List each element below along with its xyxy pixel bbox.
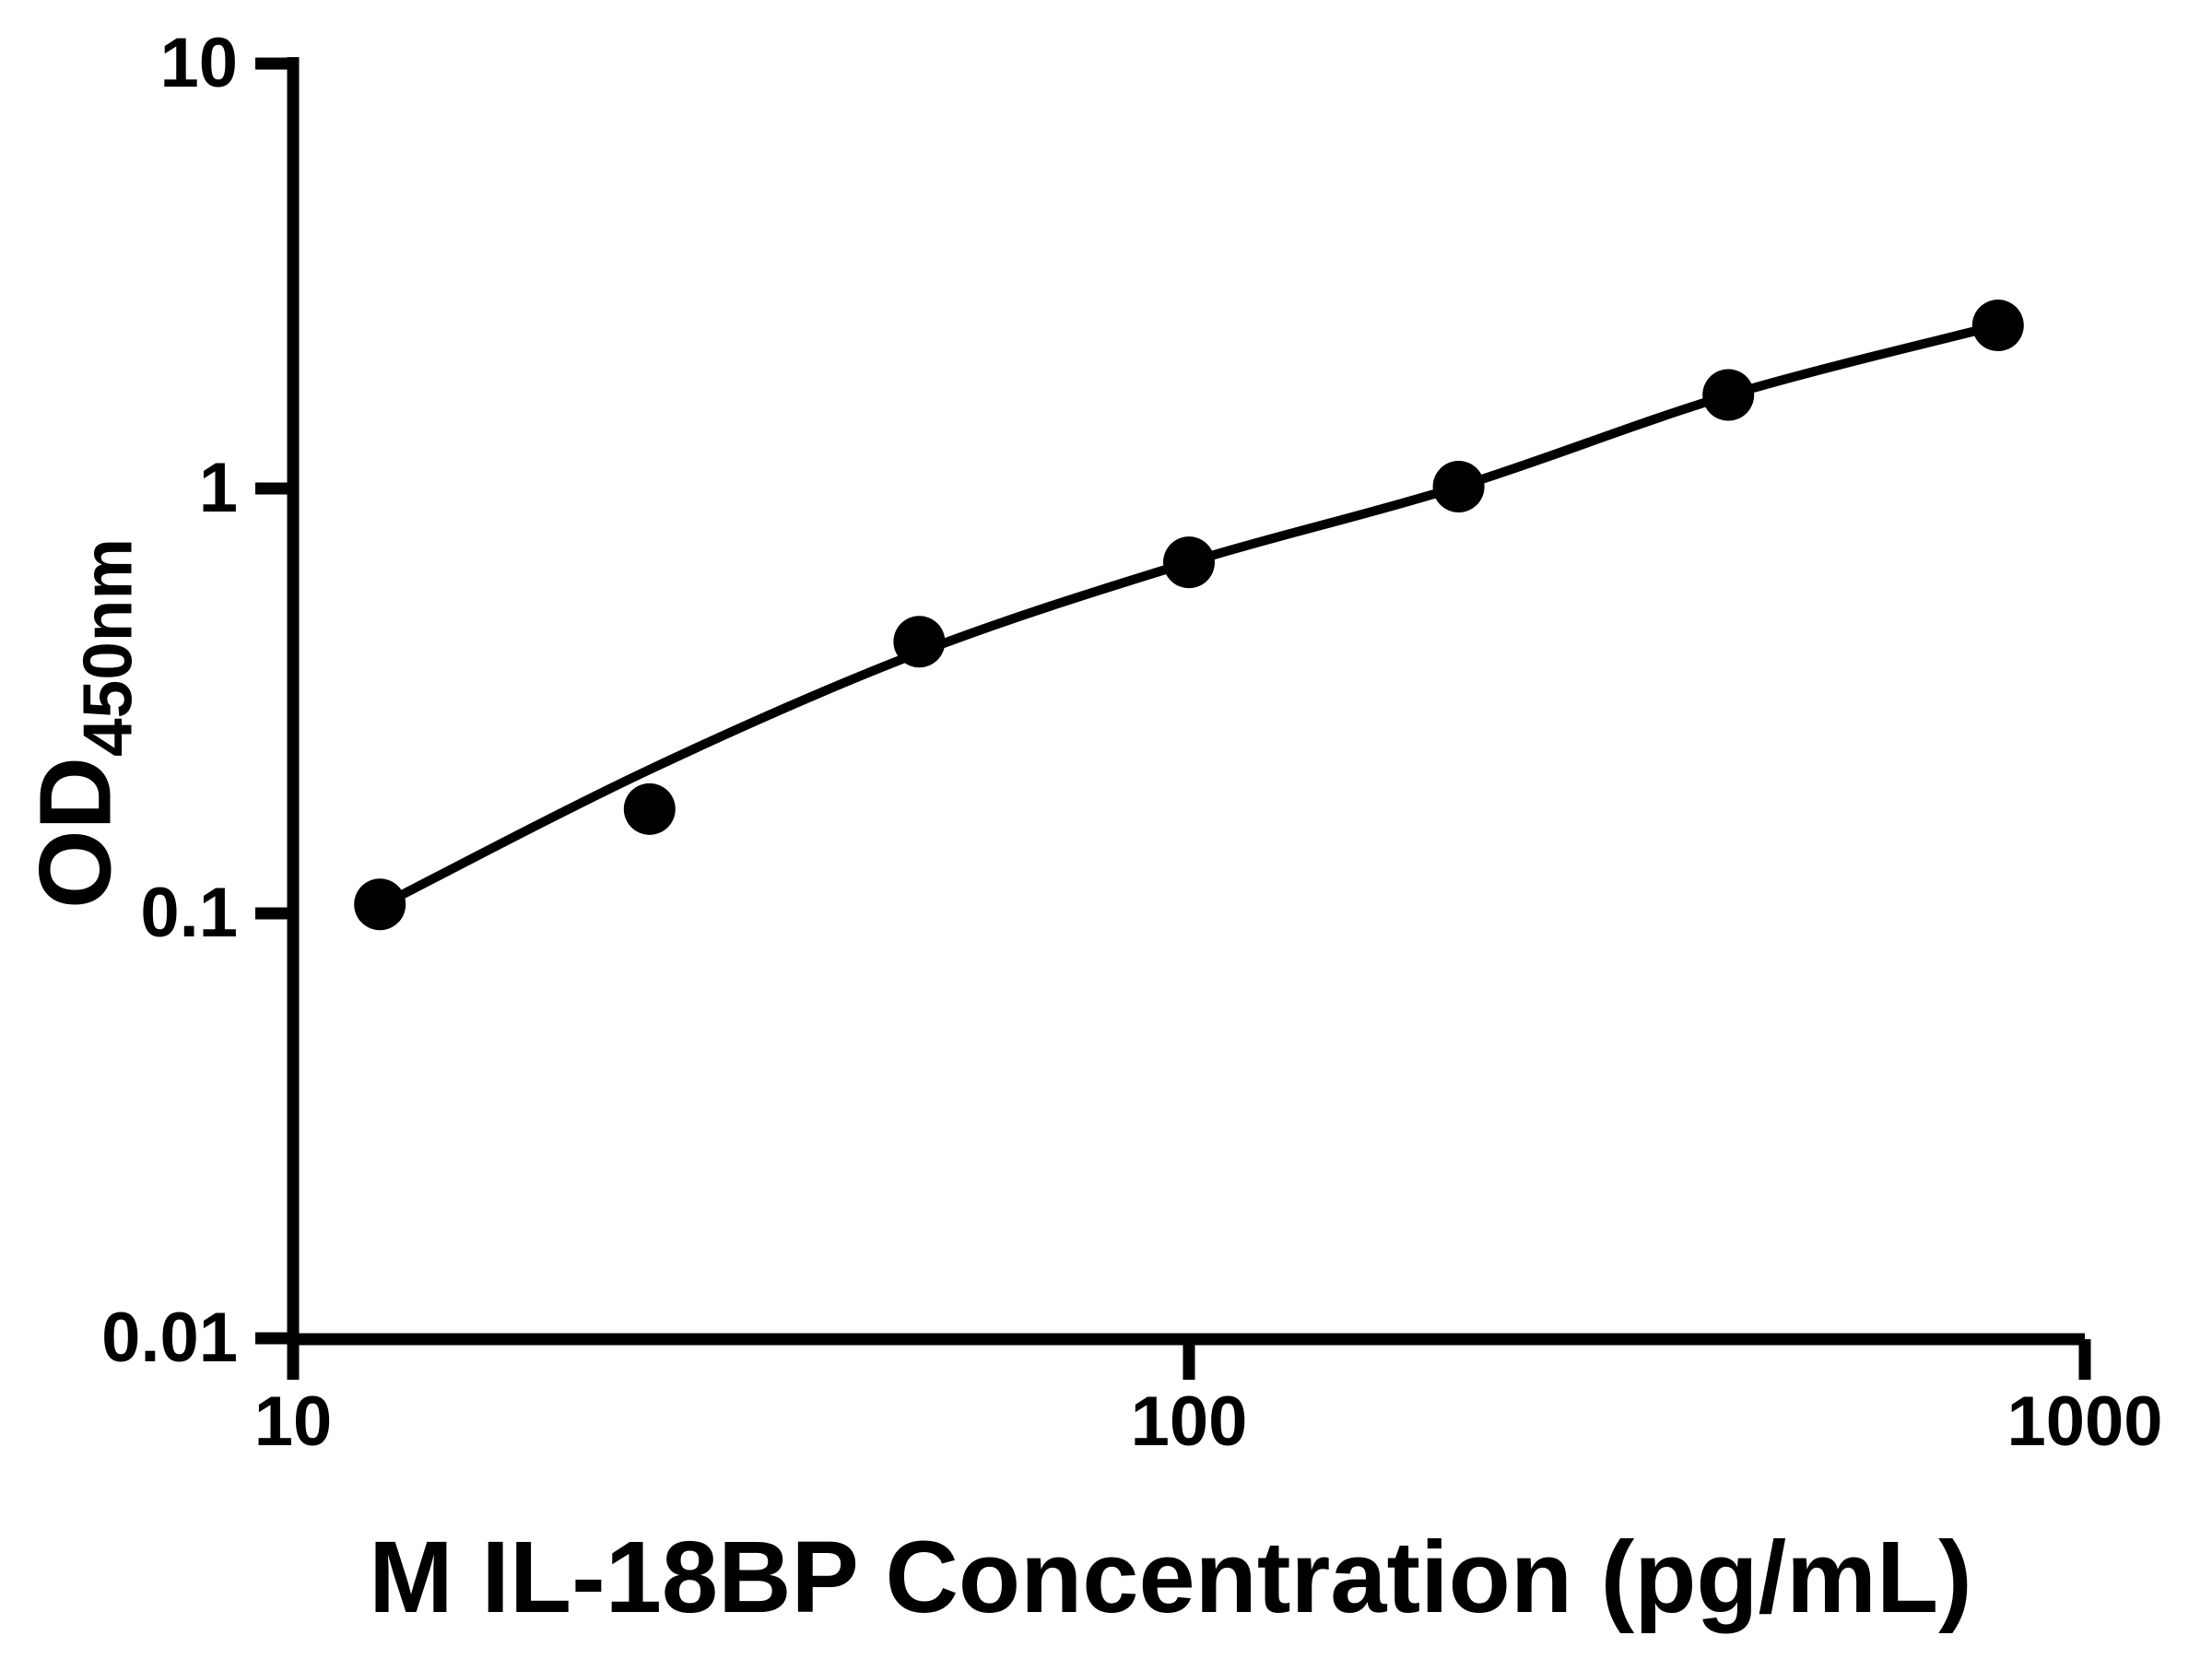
y-axis-title: OD450nm (18, 538, 147, 909)
fit-curve (377, 321, 2000, 911)
y-tick-label: 0.1 (140, 874, 238, 952)
x-tick-label: 10 (253, 1382, 333, 1461)
y-axis-title-main: OD (18, 757, 133, 909)
data-point (1163, 536, 1215, 589)
data-point (893, 616, 946, 668)
y-tick-label: 0.01 (101, 1299, 238, 1377)
x-axis-title-text: M IL-18BP Concentration (pg/mL) (369, 1521, 1972, 1634)
y-tick-label: 10 (159, 24, 238, 102)
x-tick-label: 100 (1130, 1382, 1248, 1461)
data-point (1971, 300, 2024, 352)
data-point (1702, 369, 1755, 421)
data-point (623, 782, 676, 835)
x-axis-title: M IL-18BP Concentration (pg/mL) (369, 1519, 1972, 1636)
data-point (1432, 461, 1485, 513)
x-tick-label: 1000 (2006, 1382, 2163, 1461)
data-point (354, 878, 406, 931)
y-axis-title-subscript: 450nm (68, 538, 147, 757)
y-tick-label: 1 (198, 449, 238, 527)
